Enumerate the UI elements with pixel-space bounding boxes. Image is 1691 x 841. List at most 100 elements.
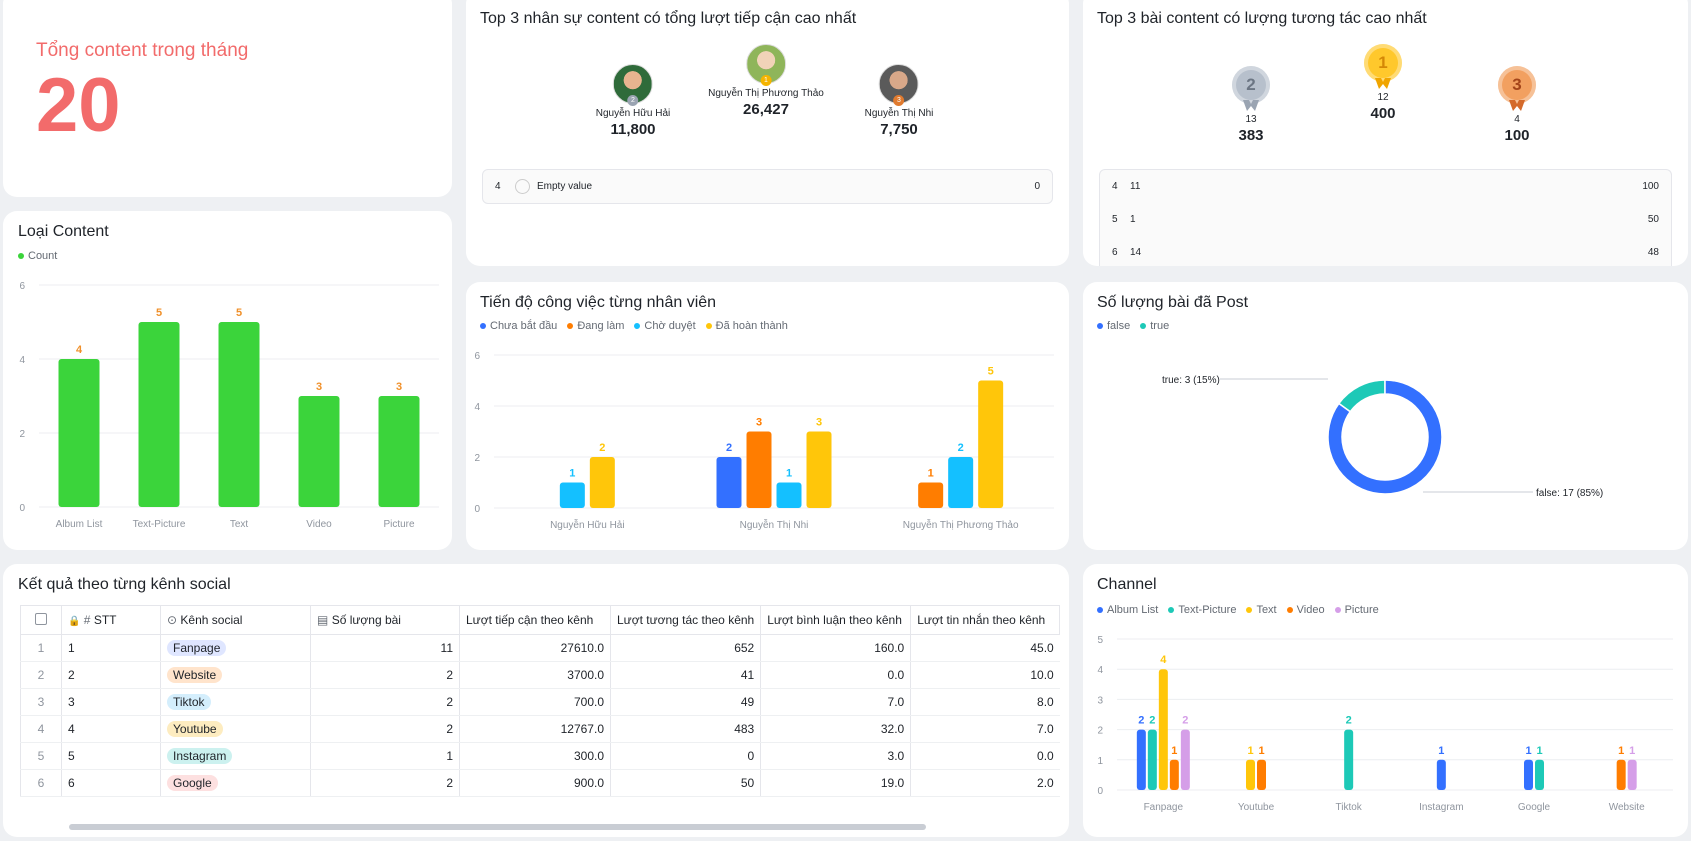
header-comments[interactable]: Lượt bình luận theo kênh bbox=[760, 605, 912, 635]
cell-reach[interactable]: 3700.0 bbox=[459, 661, 611, 689]
cell-comments[interactable]: 19.0 bbox=[760, 769, 911, 797]
list-item[interactable]: 5 1 50 bbox=[1100, 203, 1671, 236]
legend-item[interactable]: Video bbox=[1286, 604, 1325, 616]
cell-channel[interactable]: Website bbox=[160, 661, 311, 689]
list-item[interactable]: 4 Empty value 0 bbox=[483, 170, 1052, 203]
legend-item[interactable]: Chưa bắt đầu bbox=[480, 320, 557, 332]
table-row[interactable]: 3 3 Tiktok 2 700.0 49 7.0 8.0 bbox=[20, 688, 1060, 716]
podium-second[interactable]: 2 Nguyễn Hữu Hải 11,800 bbox=[596, 64, 670, 138]
table-row[interactable]: 2 2 Website 2 3700.0 41 0.0 10.0 bbox=[20, 661, 1060, 689]
legend-item[interactable]: true bbox=[1140, 320, 1169, 332]
cell-stt[interactable]: 2 bbox=[61, 661, 161, 689]
podium-second[interactable]: 2 13 383 bbox=[1231, 66, 1271, 144]
cell-engage[interactable]: 0 bbox=[609, 742, 761, 770]
header-messages[interactable]: Lượt tin nhắn theo kênh bbox=[910, 605, 1061, 635]
cell-stt[interactable]: 3 bbox=[61, 688, 161, 716]
cell-posts[interactable]: 2 bbox=[310, 715, 460, 743]
header-engage[interactable]: Lượt tương tác theo kênh bbox=[609, 605, 762, 635]
cell-reach[interactable]: 12767.0 bbox=[459, 715, 611, 743]
ranking-list: 4 Empty value 0 bbox=[482, 169, 1053, 204]
cell-channel[interactable]: Fanpage bbox=[160, 634, 311, 662]
cell-reach[interactable]: 27610.0 bbox=[459, 634, 611, 662]
cell-reach[interactable]: 300.0 bbox=[459, 742, 611, 770]
cell-posts[interactable]: 11 bbox=[310, 634, 460, 662]
cell-messages[interactable]: 7.0 bbox=[910, 715, 1060, 743]
podium-first[interactable]: 1 Nguyễn Thị Phương Thảo 26,427 bbox=[708, 44, 824, 118]
avatar: 1 bbox=[745, 44, 786, 86]
legend-item[interactable]: Count bbox=[18, 250, 57, 262]
table-row[interactable]: 1 1 Fanpage 11 27610.0 652 160.0 45.0 bbox=[20, 634, 1060, 662]
cell-channel[interactable]: Google bbox=[160, 769, 311, 797]
cell-posts[interactable]: 2 bbox=[310, 661, 460, 689]
cell-channel[interactable]: Instagram bbox=[160, 742, 311, 770]
cell-messages[interactable]: 45.0 bbox=[910, 634, 1060, 662]
legend-item[interactable]: Album List bbox=[1097, 604, 1158, 616]
header-reach[interactable]: Lượt tiếp cận theo kênh bbox=[459, 605, 611, 635]
list-item[interactable]: 6 14 48 bbox=[1100, 236, 1671, 266]
cell-stt[interactable]: 6 bbox=[61, 769, 161, 797]
header-posts[interactable]: ▤ Số lượng bài bbox=[310, 605, 460, 635]
cell-reach[interactable]: 700.0 bbox=[459, 688, 611, 716]
podium-first[interactable]: 1 12 400 bbox=[1363, 44, 1403, 122]
post-value: 100 bbox=[1504, 127, 1530, 144]
legend-item[interactable]: Chờ duyệt bbox=[634, 320, 696, 332]
podium-third[interactable]: 3 4 100 bbox=[1497, 66, 1537, 144]
cell-engage[interactable]: 652 bbox=[609, 634, 761, 662]
legend-dot bbox=[18, 253, 24, 259]
cell-posts[interactable]: 2 bbox=[310, 769, 460, 797]
cell-comments[interactable]: 7.0 bbox=[760, 688, 911, 716]
cell-messages[interactable]: 0.0 bbox=[910, 742, 1060, 770]
legend-item[interactable]: false bbox=[1097, 320, 1130, 332]
select-all-checkbox[interactable] bbox=[20, 605, 62, 635]
cell-channel[interactable]: Youtube bbox=[160, 715, 311, 743]
horizontal-scrollbar[interactable] bbox=[69, 824, 926, 830]
header-stt[interactable]: 🔒 # STT bbox=[61, 605, 161, 635]
cell-comments[interactable]: 0.0 bbox=[760, 661, 911, 689]
bar bbox=[1436, 759, 1446, 790]
silver-medal-icon: 2 bbox=[1231, 66, 1271, 112]
cell-stt[interactable]: 5 bbox=[61, 742, 161, 770]
cell-stt[interactable]: 4 bbox=[61, 715, 161, 743]
cell-engage[interactable]: 41 bbox=[609, 661, 761, 689]
y-tick-label: 0 bbox=[1097, 786, 1103, 797]
header-channel[interactable]: ⊙ Kênh social bbox=[160, 605, 311, 635]
list-item[interactable]: 4 11 100 bbox=[1100, 170, 1671, 203]
legend-item[interactable]: Text-Picture bbox=[1168, 604, 1236, 616]
cell-channel[interactable]: Tiktok bbox=[160, 688, 311, 716]
header-label: Số lượng bài bbox=[331, 613, 401, 627]
legend-item[interactable]: Text bbox=[1246, 604, 1277, 616]
cell-engage[interactable]: 49 bbox=[609, 688, 761, 716]
cell-comments[interactable]: 32.0 bbox=[760, 715, 911, 743]
x-tick-label: Video bbox=[306, 519, 332, 530]
podium-third[interactable]: 3 Nguyễn Thị Nhi 7,750 bbox=[865, 64, 933, 138]
legend-item[interactable]: Picture bbox=[1334, 604, 1379, 616]
cell-reach[interactable]: 900.0 bbox=[459, 769, 611, 797]
donut-slice bbox=[1337, 379, 1386, 413]
bar bbox=[1257, 759, 1266, 790]
content-type-card: Loại Content Count 0 2 4 6 Album List 4 Text-P… bbox=[3, 211, 452, 550]
cell-messages[interactable]: 2.0 bbox=[910, 769, 1060, 797]
cell-stt[interactable]: 1 bbox=[61, 634, 161, 662]
channel-tag: Youtube bbox=[167, 721, 223, 737]
y-tick-label: 6 bbox=[19, 281, 25, 292]
table-row[interactable]: 5 5 Instagram 1 300.0 0 3.0 0.0 bbox=[20, 742, 1060, 770]
channel-tag: Google bbox=[167, 775, 218, 791]
cell-engage[interactable]: 483 bbox=[609, 715, 761, 743]
rank-badge: 1 bbox=[760, 75, 772, 86]
cell-engage[interactable]: 50 bbox=[609, 769, 761, 797]
cell-comments[interactable]: 160.0 bbox=[760, 634, 911, 662]
cell-messages[interactable]: 8.0 bbox=[910, 688, 1060, 716]
data-label: 2 bbox=[726, 442, 732, 454]
legend-label: Text bbox=[1256, 604, 1277, 616]
legend-item[interactable]: Đang làm bbox=[567, 320, 624, 332]
bar bbox=[1627, 759, 1637, 790]
legend-item[interactable]: Đã hoàn thành bbox=[705, 320, 788, 332]
cell-messages[interactable]: 10.0 bbox=[910, 661, 1060, 689]
cell-posts[interactable]: 2 bbox=[310, 688, 460, 716]
cell-comments[interactable]: 3.0 bbox=[760, 742, 911, 770]
lock-icon: 🔒 bbox=[68, 616, 81, 627]
table-row[interactable]: 6 6 Google 2 900.0 50 19.0 2.0 bbox=[20, 769, 1060, 797]
table-row[interactable]: 4 4 Youtube 2 12767.0 483 32.0 7.0 bbox=[20, 715, 1060, 743]
post-value: 383 bbox=[1238, 127, 1264, 144]
cell-posts[interactable]: 1 bbox=[310, 742, 460, 770]
